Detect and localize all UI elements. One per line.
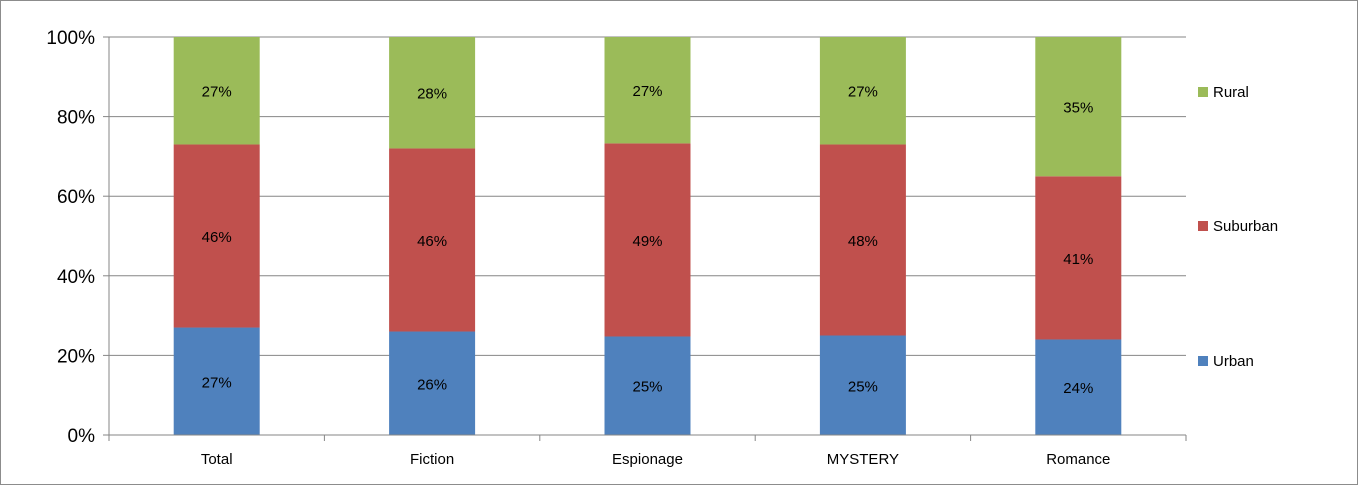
data-label: 35% [1063, 100, 1093, 117]
bar-segment-suburban [1035, 176, 1122, 340]
bar-segment-rural [604, 37, 691, 144]
data-label: 27% [848, 84, 878, 101]
x-category-label: Espionage [612, 451, 683, 468]
bar-segment-urban [389, 331, 476, 435]
data-label: 27% [202, 374, 232, 391]
bars: 27% 46% 27% 26% 46% 28% 25% 49% 27% 25% 48% 27% 24% 4… [173, 37, 1122, 435]
y-tick-label: 80% [57, 108, 95, 129]
legend-label: Rural [1213, 84, 1249, 101]
data-label: 26% [417, 376, 447, 393]
y-tick-label: 20% [57, 346, 95, 367]
data-label: 28% [417, 86, 447, 103]
x-category-label: Total [201, 451, 233, 468]
legend-swatch [1198, 87, 1208, 97]
data-label: 27% [632, 83, 662, 100]
x-category-label: MYSTERY [827, 451, 899, 468]
legend-swatch [1198, 221, 1208, 231]
bar-segment-suburban [173, 144, 260, 328]
bar-segment-suburban [389, 148, 476, 332]
legend: Rural Suburban Urban [1198, 84, 1278, 370]
axes: 0% 20% 40% 60% 80% 100% Total Fiction Espionage M… [46, 28, 1187, 468]
bar-segment-urban [819, 335, 906, 435]
legend-swatch [1198, 356, 1208, 366]
y-tick-label: 0% [68, 426, 96, 447]
x-category-label: Romance [1046, 451, 1110, 468]
bar-segment-suburban [604, 143, 691, 337]
x-category-label: Fiction [410, 451, 454, 468]
bar-segment-urban [173, 327, 260, 435]
bar-segment-rural [389, 37, 476, 149]
bar-segment-urban [1035, 339, 1122, 435]
bar-segment-rural [819, 37, 906, 145]
y-tick-label: 60% [57, 187, 95, 208]
data-label: 25% [632, 379, 662, 396]
data-label: 46% [417, 233, 447, 250]
data-label: 25% [848, 378, 878, 395]
y-tick-label: 40% [57, 267, 95, 288]
data-label: 46% [202, 229, 232, 246]
bar-segment-suburban [819, 144, 906, 336]
data-label: 41% [1063, 251, 1093, 268]
data-label: 48% [848, 233, 878, 250]
bar-segment-rural [173, 37, 260, 145]
legend-label: Suburban [1213, 218, 1278, 235]
data-label: 49% [632, 233, 662, 250]
legend-label: Urban [1213, 353, 1254, 370]
bar-segment-urban [604, 336, 691, 435]
data-label: 24% [1063, 380, 1093, 397]
data-label: 27% [202, 84, 232, 101]
bar-segment-rural [1035, 37, 1122, 177]
y-tick-label: 100% [46, 28, 95, 49]
